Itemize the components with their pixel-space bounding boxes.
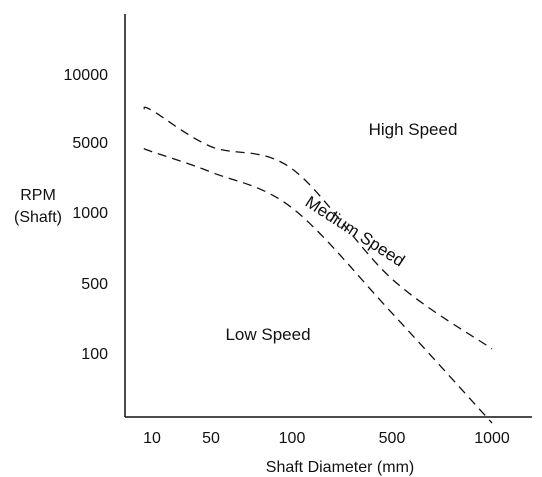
y-axis-label-line-1: RPM: [20, 187, 56, 204]
x-axis-label: Shaft Diameter (mm): [266, 459, 414, 476]
x-tick-label: 50: [202, 430, 220, 447]
y-axis-label-line-2: (Shaft): [14, 209, 62, 226]
upper-boundary-curve: [143, 106, 493, 350]
axes: [124, 14, 532, 418]
y-tick-labels: 10000 5000 1000 500 100: [64, 67, 109, 363]
curves: [143, 106, 493, 424]
y-tick-label: 5000: [72, 135, 108, 152]
x-tick-label: 10: [143, 430, 161, 447]
x-tick-label: 500: [379, 430, 406, 447]
y-tick-label: 1000: [72, 205, 108, 222]
y-tick-label: 10000: [64, 67, 109, 84]
lower-boundary-curve: [143, 147, 493, 424]
x-tick-label: 1000: [474, 430, 510, 447]
region-label-high-speed: High Speed: [369, 120, 458, 139]
y-tick-label: 500: [81, 276, 108, 293]
y-tick-label: 100: [81, 346, 108, 363]
x-tick-label: 100: [279, 430, 306, 447]
region-label-low-speed: Low Speed: [225, 325, 310, 344]
x-tick-labels: 10 50 100 500 1000: [143, 430, 510, 447]
